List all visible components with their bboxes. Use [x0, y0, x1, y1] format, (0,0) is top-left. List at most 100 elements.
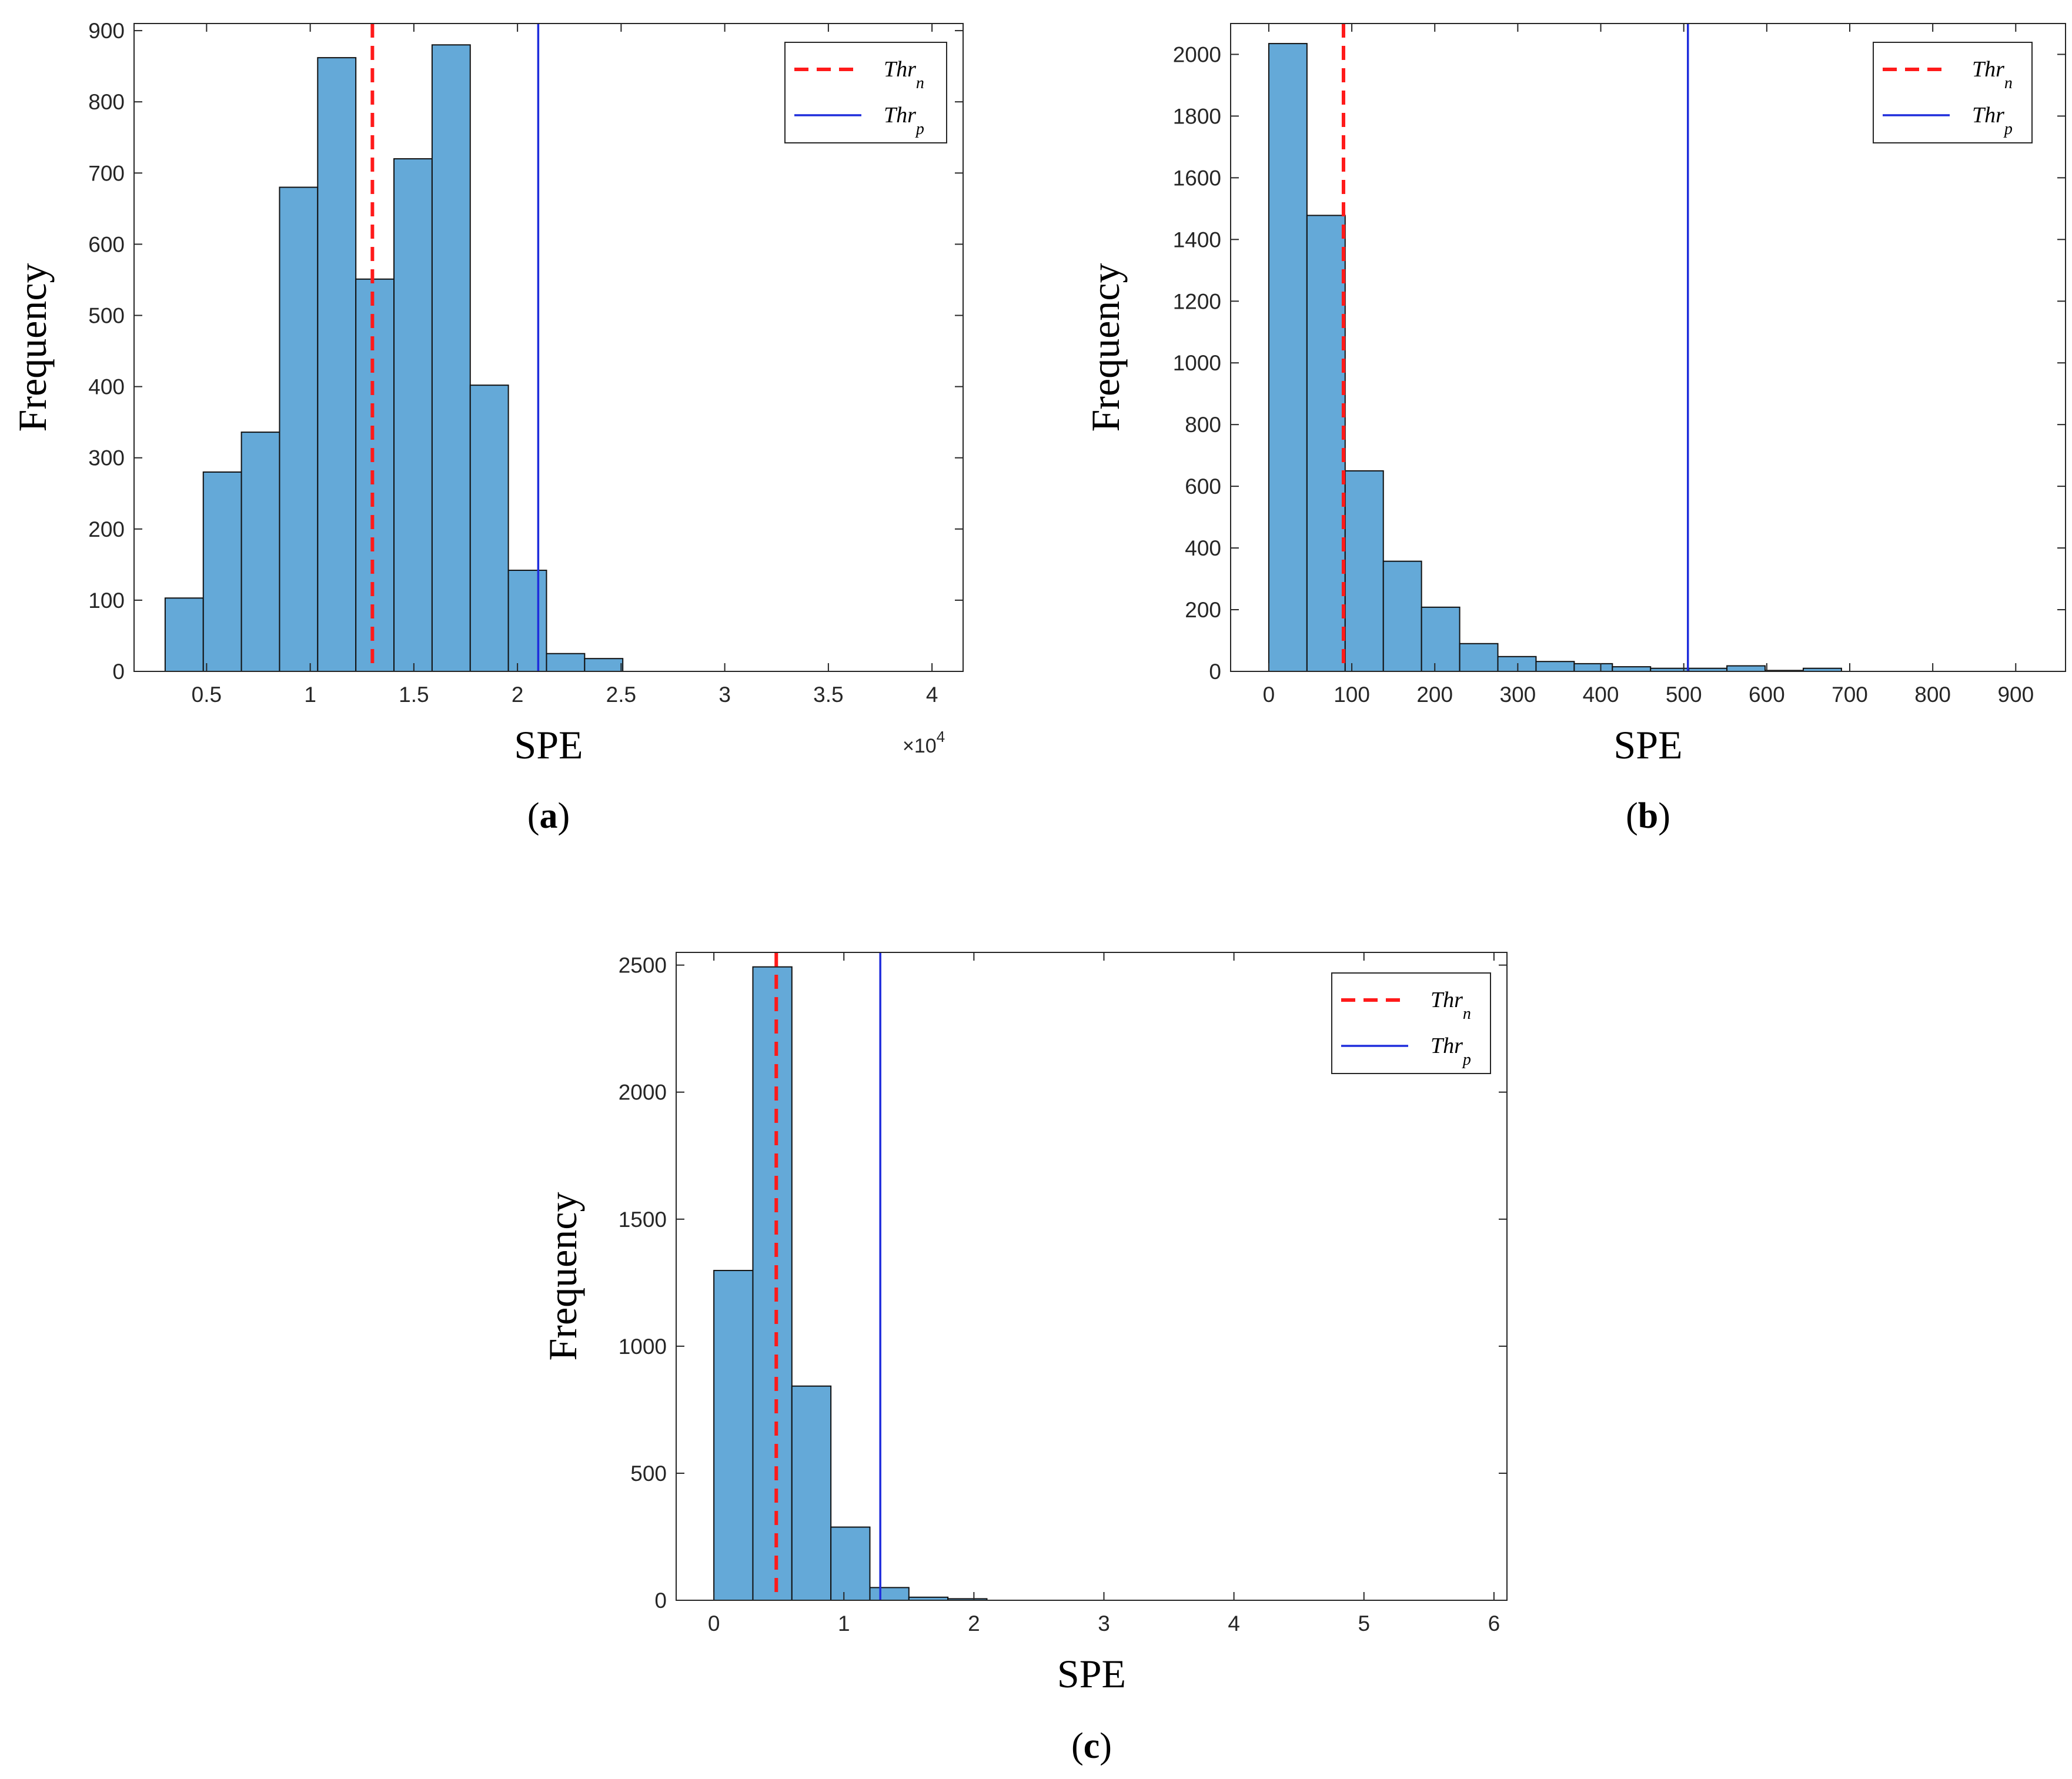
legend-label-n: Thrn — [1972, 57, 2013, 92]
legend: Thrn Thrp — [1331, 972, 1491, 1074]
legend-label-p: Thrp — [884, 103, 924, 138]
y-axis-label: Frequency — [10, 263, 55, 432]
x-tick-label: 0 — [1263, 683, 1275, 707]
subfigure-label: (c) — [1071, 1726, 1112, 1766]
x-exponent-power: 4 — [937, 728, 945, 745]
legend-label-p: Thrp — [1972, 103, 2013, 138]
histogram-bar — [1459, 643, 1499, 673]
histogram-bar — [869, 1587, 910, 1601]
y-tick-label: 500 — [88, 304, 125, 328]
y-tick-label: 1000 — [619, 1335, 667, 1359]
y-tick-label: 400 — [1185, 536, 1221, 560]
histogram-bar — [1306, 215, 1346, 672]
y-tick-label: 600 — [1185, 474, 1221, 499]
x-tick-label: 4 — [926, 683, 938, 707]
chart-panel-c: 0 1 2 3 4 5 6 0 500 1000 1500 2000 2500 SPE Frequency (… — [540, 952, 1508, 1766]
x-tick-label: 3 — [718, 683, 731, 707]
x-tick-label: 1.5 — [399, 683, 429, 707]
y-tick-label: 1000 — [1173, 351, 1221, 375]
legend-box — [784, 42, 947, 143]
histogram-bar — [791, 1385, 832, 1601]
y-tick-label: 1400 — [1173, 228, 1221, 252]
x-tick-label: 2.5 — [606, 683, 636, 707]
histogram-bar — [164, 597, 204, 672]
x-tick-label: 200 — [1416, 683, 1453, 707]
histogram-bar — [317, 57, 357, 673]
y-axis-label: Frequency — [540, 1192, 585, 1360]
y-tick-label: 1500 — [619, 1208, 667, 1232]
histogram-bar — [830, 1526, 871, 1601]
x-tick-label: 6 — [1488, 1611, 1500, 1636]
x-tick-label: 0.5 — [192, 683, 222, 707]
histogram-bar — [1421, 606, 1461, 672]
y-tick-label: 200 — [88, 517, 125, 541]
histogram-bar — [355, 278, 395, 672]
x-axis-label: SPE — [1057, 1651, 1126, 1696]
x-exponent-label: ×104 — [903, 728, 945, 757]
x-tick-label: 900 — [1997, 683, 2034, 707]
legend-box — [1873, 42, 2033, 143]
x-tick-label: 700 — [1832, 683, 1868, 707]
x-tick-label: 400 — [1583, 683, 1619, 707]
y-tick-label: 0 — [654, 1589, 667, 1613]
histogram-bar — [393, 158, 433, 673]
histogram-bar — [752, 966, 793, 1601]
legend-label-n: Thrn — [1431, 988, 1471, 1023]
legend: Thrn Thrp — [784, 42, 947, 143]
histogram-bar — [1726, 665, 1766, 673]
y-tick-label: 1600 — [1173, 166, 1221, 190]
x-tick-label: 800 — [1914, 683, 1951, 707]
plot-border — [133, 23, 964, 672]
y-tick-label: 2000 — [1173, 42, 1221, 66]
histogram-bar — [279, 186, 319, 672]
y-axis-label: Frequency — [1083, 263, 1128, 432]
x-tick-label: 3 — [1098, 1611, 1110, 1636]
x-axis-label: SPE — [514, 723, 583, 767]
legend-label-p: Thrp — [1431, 1034, 1471, 1069]
x-tick-label: 100 — [1334, 683, 1370, 707]
y-tick-label: 2500 — [619, 954, 667, 978]
x-tick-label: 0 — [708, 1611, 720, 1636]
y-tick-label: 300 — [88, 446, 125, 470]
x-tick-label: 5 — [1358, 1611, 1370, 1636]
y-tick-label: 1800 — [1173, 104, 1221, 128]
y-tick-label: 1200 — [1173, 289, 1221, 313]
y-tick-label: 600 — [88, 232, 125, 256]
x-tick-label: 2 — [968, 1611, 980, 1636]
x-tick-label: 4 — [1228, 1611, 1240, 1636]
y-tick-label: 700 — [88, 161, 125, 185]
y-tick-label: 900 — [88, 19, 125, 43]
histogram-bar — [1344, 470, 1384, 673]
histogram-bar — [507, 570, 547, 672]
legend-box — [1331, 972, 1491, 1074]
histogram-bar — [546, 653, 586, 672]
y-tick-label: 0 — [112, 660, 125, 684]
subfigure-label: (b) — [1626, 796, 1670, 836]
y-tick-label: 800 — [1185, 413, 1221, 437]
legend-label-n: Thrn — [884, 57, 924, 92]
histogram-bar — [202, 471, 242, 673]
x-tick-label: 1 — [838, 1611, 850, 1636]
x-tick-label: 600 — [1749, 683, 1785, 707]
histogram-bar — [1268, 43, 1308, 673]
x-axis-label: SPE — [1613, 723, 1682, 767]
y-tick-label: 500 — [630, 1462, 667, 1486]
y-tick-label: 400 — [88, 375, 125, 399]
chart-panel-b: 0 100 200 300 400 500 600 700 800 900 0 200 400 600 80… — [1083, 23, 2066, 836]
y-tick-label: 0 — [1209, 660, 1221, 684]
x-tick-label: 300 — [1500, 683, 1536, 707]
subfigure-letter: a — [540, 796, 558, 836]
chart-panel-a: 0.5 1 1.5 2 2.5 3 3.5 4 0 100 200 300 400 500 600 700 80… — [10, 19, 964, 836]
histogram-bar — [1535, 661, 1575, 673]
histogram-bar — [1573, 663, 1613, 673]
subfigure-letter: b — [1638, 796, 1658, 836]
histogram-bar — [240, 432, 280, 672]
x-tick-label: 2 — [512, 683, 524, 707]
subfigure-label: (a) — [527, 796, 570, 836]
histogram-bar — [1382, 560, 1422, 672]
y-tick-label: 2000 — [619, 1081, 667, 1105]
y-tick-label: 200 — [1185, 598, 1221, 622]
plot-border — [676, 952, 1508, 1601]
x-tick-label: 3.5 — [813, 683, 843, 707]
